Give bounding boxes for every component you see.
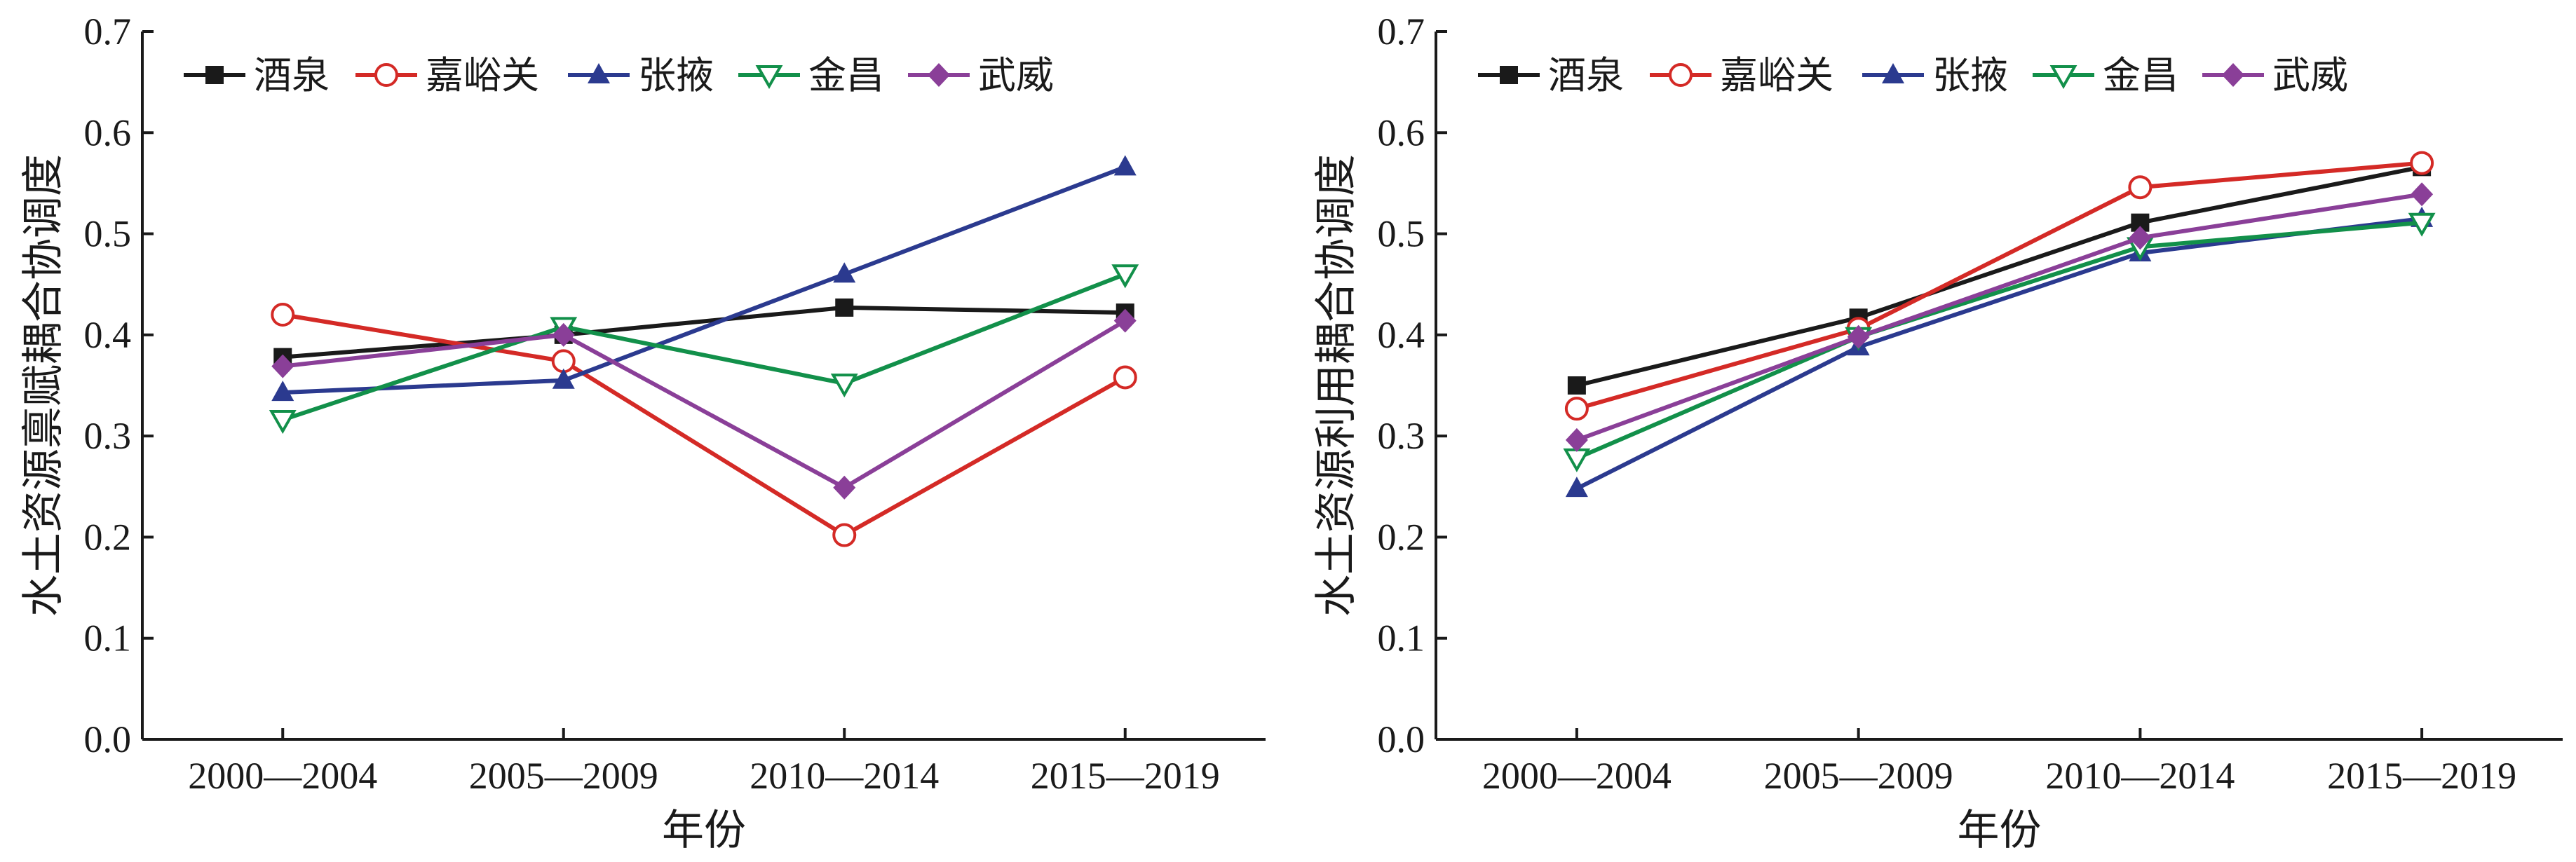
data-point bbox=[2408, 212, 2436, 237]
series-line bbox=[1575, 220, 2422, 460]
series-line bbox=[1576, 160, 2422, 411]
data-point bbox=[1565, 427, 1588, 452]
x-tick-label: 2015—2019 bbox=[1031, 755, 1220, 797]
y-tick-label: 0.3 bbox=[1378, 415, 1425, 457]
data-point bbox=[833, 475, 856, 500]
y-tick-label: 0.6 bbox=[1378, 111, 1425, 153]
data-point bbox=[552, 368, 575, 389]
x-tick-label: 2005—2009 bbox=[469, 755, 658, 797]
y-tick-label: 0.6 bbox=[84, 111, 132, 153]
legend-marker bbox=[2049, 65, 2077, 90]
legend-marker bbox=[1500, 66, 1518, 84]
y-axis-title: 水土资源禀赋耦合协调度 bbox=[20, 154, 67, 617]
series-5 bbox=[1565, 182, 2434, 452]
y-tick-label: 0.3 bbox=[84, 415, 132, 457]
legend-marker bbox=[2222, 63, 2244, 87]
series-3 bbox=[1565, 206, 2434, 498]
data-point bbox=[2411, 182, 2434, 207]
x-tick-label: 2000—2004 bbox=[188, 755, 377, 797]
data-point bbox=[830, 374, 858, 398]
legend-label: 张掖 bbox=[1932, 55, 2008, 97]
data-point bbox=[835, 298, 854, 317]
series-1 bbox=[1567, 158, 2432, 395]
series-line bbox=[282, 272, 1126, 422]
legend-label: 酒泉 bbox=[1548, 55, 1624, 97]
series-2 bbox=[271, 303, 1137, 547]
series-4 bbox=[269, 264, 1139, 435]
legend-label: 金昌 bbox=[808, 55, 884, 97]
data-point bbox=[271, 303, 295, 327]
data-point bbox=[1847, 324, 1870, 349]
x-axis-title: 年份 bbox=[662, 807, 746, 854]
data-point bbox=[1565, 477, 1588, 498]
series-line bbox=[282, 319, 1127, 490]
x-tick-label: 2015—2019 bbox=[2327, 755, 2516, 797]
data-point bbox=[271, 381, 294, 402]
x-axis-title: 年份 bbox=[1958, 807, 2042, 854]
legend-marker bbox=[755, 65, 783, 90]
data-point bbox=[271, 354, 294, 378]
legend-label: 武威 bbox=[2272, 55, 2348, 97]
data-point bbox=[2410, 151, 2434, 175]
series-line bbox=[1575, 192, 2422, 442]
data-point bbox=[2129, 226, 2152, 250]
chart-panel-2: 0.0 0.1 0.2 0.3 0.4 0.5 0.6 0.7 2000—2004 2005—20… bbox=[1313, 11, 2563, 854]
legend-label: 武威 bbox=[978, 55, 1054, 97]
data-point bbox=[2128, 175, 2153, 200]
data-point bbox=[832, 523, 857, 547]
y-tick-label: 0.7 bbox=[1378, 11, 1425, 53]
series-line bbox=[283, 165, 1126, 395]
data-point bbox=[1563, 448, 1591, 472]
y-tick-label: 0.0 bbox=[1378, 718, 1425, 760]
legend-label: 嘉峪关 bbox=[1720, 55, 1833, 97]
series-line bbox=[282, 313, 1127, 538]
y-tick-label: 0.5 bbox=[1378, 213, 1425, 255]
x-tick-label: 2010—2014 bbox=[2045, 755, 2235, 797]
x-tick-label: 2005—2009 bbox=[1764, 755, 1953, 797]
y-tick-label: 0.1 bbox=[84, 617, 132, 659]
legend: 酒泉 嘉峪关 张掖 金昌 武威 bbox=[184, 55, 1054, 97]
data-point bbox=[1113, 155, 1137, 176]
legend-marker bbox=[1882, 63, 1904, 83]
legend-label: 金昌 bbox=[2103, 55, 2178, 97]
legend-label: 酒泉 bbox=[254, 55, 330, 97]
y-tick-label: 0.7 bbox=[84, 11, 132, 53]
y-tick-label: 0.2 bbox=[1378, 516, 1425, 558]
y-tick-label: 0.0 bbox=[84, 718, 132, 760]
data-point bbox=[1111, 264, 1139, 289]
y-tick-label: 0.4 bbox=[84, 314, 132, 356]
y-axis-title: 水土资源利用耦合协调度 bbox=[1313, 154, 1360, 617]
series-5 bbox=[271, 308, 1137, 500]
data-point bbox=[1567, 376, 1586, 395]
legend-marker bbox=[374, 63, 398, 87]
series-line bbox=[283, 305, 1125, 360]
y-tick-label: 0.4 bbox=[1378, 314, 1425, 356]
legend-label: 张掖 bbox=[638, 55, 714, 97]
chart-panel-1: 0.0 0.1 0.2 0.3 0.4 0.5 0.6 0.7 2000—2004 2005—20… bbox=[20, 11, 1266, 854]
data-point bbox=[1113, 308, 1137, 333]
data-point bbox=[833, 262, 856, 283]
x-tick-label: 2010—2014 bbox=[750, 755, 939, 797]
data-point bbox=[1113, 365, 1137, 390]
legend: 酒泉 嘉峪关 张掖 金昌 武威 bbox=[1478, 55, 2348, 97]
y-tick-label: 0.1 bbox=[1378, 617, 1425, 659]
y-tick-label: 0.2 bbox=[84, 516, 132, 558]
legend-marker bbox=[588, 63, 610, 83]
data-point bbox=[269, 410, 297, 435]
series-line bbox=[1576, 165, 2422, 388]
x-tick-label: 2000—2004 bbox=[1482, 755, 1672, 797]
legend-label: 嘉峪关 bbox=[426, 55, 539, 97]
legend-marker bbox=[928, 63, 950, 87]
data-point bbox=[1564, 397, 1589, 421]
legend-marker bbox=[205, 66, 224, 84]
series-3 bbox=[271, 155, 1137, 402]
data-point bbox=[552, 322, 575, 347]
y-tick-label: 0.5 bbox=[84, 213, 132, 255]
legend-marker bbox=[1669, 63, 1693, 87]
